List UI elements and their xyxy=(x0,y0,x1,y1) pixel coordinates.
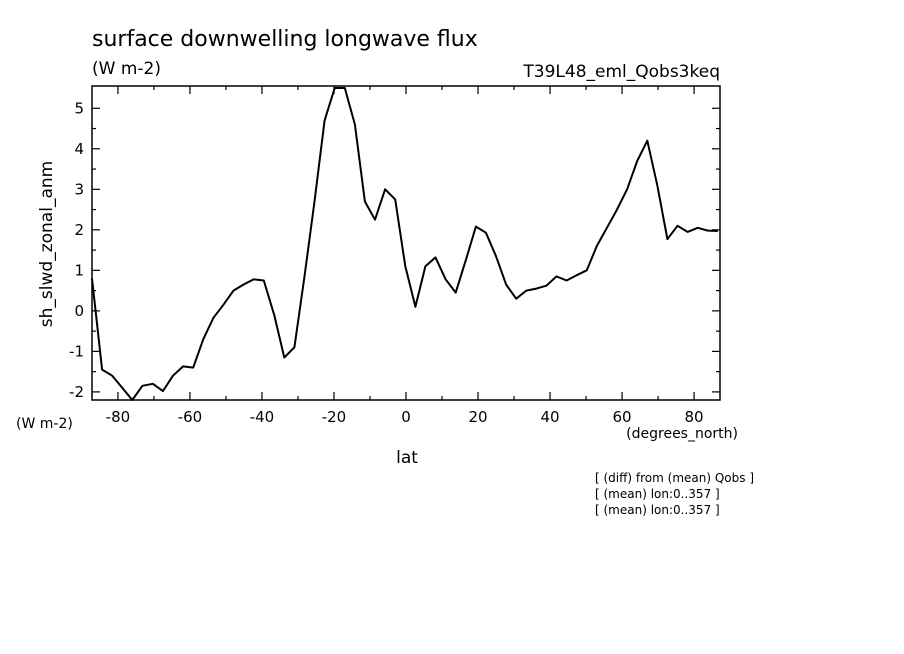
run-label: T39L48_eml_Qobs3keq xyxy=(522,62,720,82)
note-2: [ (mean) lon:0..357 ] xyxy=(595,487,720,501)
y-tick-label: 1 xyxy=(74,261,84,279)
x-axis-label: lat xyxy=(396,448,418,468)
x-tick-label: -20 xyxy=(322,408,347,426)
y-tick-label: 2 xyxy=(74,221,84,239)
plot-frame xyxy=(91,85,721,401)
x-axis-units: (degrees_north) xyxy=(626,426,738,442)
x-tick-label: 80 xyxy=(685,408,704,426)
x-tick-label: -80 xyxy=(106,408,131,426)
y-tick-label: -1 xyxy=(69,342,84,360)
x-tick-label: 60 xyxy=(613,408,632,426)
y-axis-label: sh_slwd_zonal_anm xyxy=(37,161,57,327)
axis-tick-labels: -80 -60 -40 -20 0 20 40 60 80 -2 -1 0 1 2 3 4 5 xyxy=(69,99,704,426)
y-tick-label: 4 xyxy=(74,140,84,158)
series-line xyxy=(91,87,718,401)
chart-title: surface downwelling longwave flux xyxy=(92,27,478,52)
x-tick-label: 0 xyxy=(401,408,411,426)
x-tick-label: -40 xyxy=(250,408,275,426)
x-tick-label: -60 xyxy=(178,408,203,426)
x-tick-label: 20 xyxy=(468,408,487,426)
y-axis-units: (W m-2) xyxy=(16,416,73,432)
y-tick-label: -2 xyxy=(69,383,84,401)
note-3: [ (mean) lon:0..357 ] xyxy=(595,503,720,517)
y-tick-label: 5 xyxy=(74,99,84,117)
x-tick-label: 40 xyxy=(540,408,559,426)
y-tick-label: 3 xyxy=(74,180,84,198)
y-tick-label: 0 xyxy=(74,302,84,320)
note-1: [ (diff) from (mean) Qobs ] xyxy=(595,471,754,485)
axis-ticks xyxy=(92,86,720,400)
chart-units: (W m-2) xyxy=(92,59,161,79)
annotation-notes: [ (diff) from (mean) Qobs ] [ (mean) lon… xyxy=(595,471,754,517)
